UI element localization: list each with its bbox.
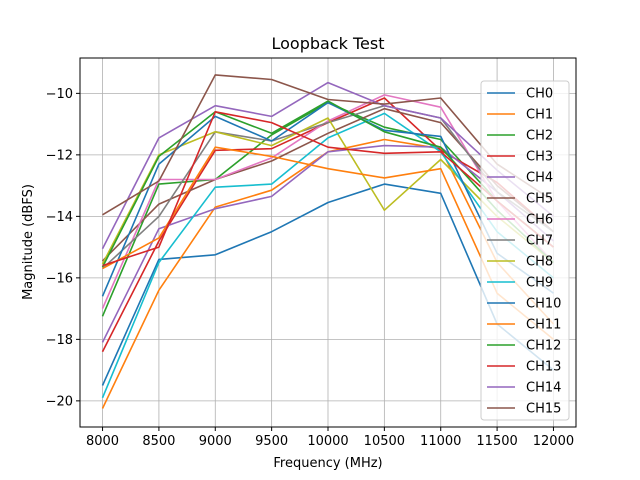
chart-title: Loopback Test	[272, 34, 385, 53]
legend-label-ch2: CH2	[526, 129, 553, 144]
legend-label-ch0: CH0	[526, 87, 553, 102]
legend-label-ch1: CH1	[526, 108, 553, 123]
series-layer	[101, 74, 555, 409]
x-axis-ticks: 8000 8500 9000 9500 10000 10500 11000 11500 1200…	[86, 427, 574, 449]
series-line-ch7	[101, 104, 554, 270]
x-tick-label: 12000	[533, 434, 574, 449]
series-line-ch14	[101, 81, 555, 250]
series-line-ch4	[101, 144, 555, 343]
series-line-ch11	[102, 146, 555, 341]
x-tick-label: 9500	[255, 434, 288, 449]
series-line-ch6	[101, 94, 555, 309]
series-line-ch5	[101, 107, 555, 262]
series-line-ch13	[102, 111, 555, 267]
series-line-ch9	[101, 112, 555, 399]
legend-label-ch14: CH14	[526, 381, 561, 396]
legend: CH0 CH1 CH2 CH3 CH4 CH5 CH6 CH7 CH8 CH9 CH10 CH11 CH…	[480, 80, 570, 421]
y-tick-label: −16	[46, 271, 73, 286]
y-tick-label: −18	[46, 333, 73, 348]
legend-label-ch12: CH12	[526, 339, 561, 354]
legend-label-ch10: CH10	[526, 297, 561, 312]
series-line-ch0	[101, 183, 555, 386]
legend-label-ch15: CH15	[526, 402, 561, 417]
legend-label-ch11: CH11	[526, 318, 561, 333]
y-tick-label: −14	[46, 210, 73, 225]
x-tick-label: 8000	[86, 434, 119, 449]
y-axis-ticks: −20 −18 −16 −14 −12 −10	[46, 87, 80, 409]
series-line-ch10	[101, 101, 554, 297]
x-axis-label: Frequency (MHz)	[273, 456, 382, 471]
legend-label-ch4: CH4	[526, 171, 553, 186]
series-line-ch15	[102, 74, 554, 216]
legend-label-ch6: CH6	[526, 213, 553, 228]
legend-label-ch13: CH13	[526, 360, 561, 375]
y-tick-label: −12	[46, 148, 73, 163]
x-tick-label: 10500	[364, 434, 405, 449]
legend-label-ch9: CH9	[526, 276, 553, 291]
x-tick-label: 11000	[420, 434, 461, 449]
y-tick-label: −10	[46, 87, 73, 102]
legend-box	[480, 80, 570, 421]
legend-label-ch8: CH8	[526, 255, 553, 270]
y-tick-label: −20	[46, 394, 73, 409]
series-line-ch12	[101, 100, 555, 268]
x-tick-label: 9000	[199, 434, 232, 449]
y-axis-label: Magnitude (dBFS)	[21, 184, 36, 300]
x-tick-label: 8500	[142, 434, 175, 449]
x-tick-label: 10000	[307, 434, 348, 449]
legend-label-ch7: CH7	[526, 234, 553, 249]
legend-label-ch3: CH3	[526, 150, 553, 165]
legend-label-ch5: CH5	[526, 192, 553, 207]
x-tick-label: 11500	[476, 434, 517, 449]
